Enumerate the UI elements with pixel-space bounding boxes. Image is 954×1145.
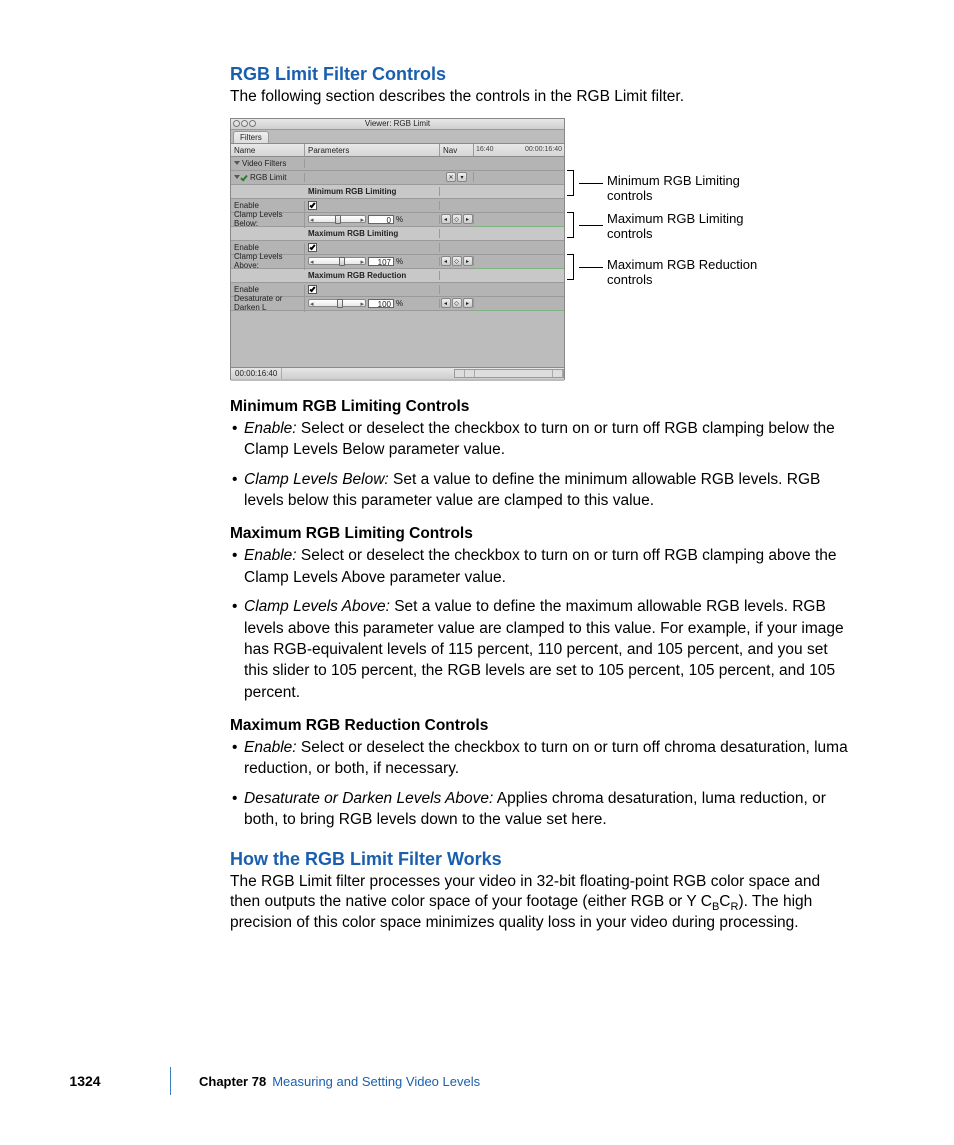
unit-percent: % xyxy=(396,257,403,266)
menu-button[interactable]: ▾ xyxy=(457,172,467,182)
label-video-filters: Video Filters xyxy=(242,159,286,168)
enable-checkbox[interactable] xyxy=(308,285,317,294)
callout-max-reduction-line2: controls xyxy=(607,272,653,287)
bullet-dot: • xyxy=(230,545,244,588)
label-enable: Enable xyxy=(231,201,305,210)
clamp-above-slider[interactable]: ◂▸ xyxy=(308,257,366,265)
disclosure-icon[interactable] xyxy=(234,175,240,179)
enable-checkbox[interactable] xyxy=(308,201,317,210)
keyframe-prev-button[interactable]: ◂ xyxy=(441,298,451,308)
keyframe-next-button[interactable]: ▸ xyxy=(463,214,473,224)
clamp-above-value[interactable]: 107 xyxy=(368,257,394,266)
section-min-rgb-limiting: Minimum RGB Limiting xyxy=(231,185,564,199)
footer-chapter: Chapter 78 xyxy=(199,1074,266,1089)
label-rgb-limit: RGB Limit xyxy=(250,173,286,182)
enabled-check-icon xyxy=(240,173,248,181)
callout-max-limiting-line1: Maximum RGB Limiting xyxy=(607,211,744,226)
unit-percent: % xyxy=(396,299,403,308)
bullet-text: Clamp Levels Above: Set a value to defin… xyxy=(244,596,849,703)
bullet-text: Enable: Select or deselect the checkbox … xyxy=(244,418,849,461)
row-clamp-below: Clamp Levels Below: ◂▸ 0 % ◂◇▸ xyxy=(231,213,564,227)
label-enable: Enable xyxy=(231,243,305,252)
keyframe-add-button[interactable]: ◇ xyxy=(452,256,462,266)
column-headers: Name Parameters Nav 16:40 00:00:16:40 xyxy=(231,144,564,157)
bullet-text: Enable: Select or deselect the checkbox … xyxy=(244,737,849,780)
callout-max-reduction-line1: Maximum RGB Reduction xyxy=(607,257,757,272)
bullet-text: Enable: Select or deselect the checkbox … xyxy=(244,545,849,588)
clamp-below-slider[interactable]: ◂▸ xyxy=(308,215,366,223)
col-timeline: 16:40 00:00:16:40 xyxy=(474,144,564,156)
how-works-paragraph: The RGB Limit filter processes your vide… xyxy=(230,872,849,935)
row-video-filters: Video Filters xyxy=(231,157,564,171)
reset-button[interactable]: ✕ xyxy=(446,172,456,182)
page-number: 1324 xyxy=(0,1073,170,1089)
keyframe-add-button[interactable]: ◇ xyxy=(452,214,462,224)
keyframe-add-button[interactable]: ◇ xyxy=(452,298,462,308)
subheading-max-reduction: Maximum RGB Reduction Controls xyxy=(230,717,849,735)
col-name: Name xyxy=(231,144,305,156)
subheading-max-limiting: Maximum RGB Limiting Controls xyxy=(230,525,849,543)
desaturate-value[interactable]: 100 xyxy=(368,299,394,308)
window-title: Viewer: RGB Limit xyxy=(365,119,430,128)
bullet-dot: • xyxy=(230,788,244,831)
keyframe-next-button[interactable]: ▸ xyxy=(463,298,473,308)
section-max-rgb-limiting: Maximum RGB Limiting xyxy=(231,227,564,241)
bullet-dot: • xyxy=(230,737,244,780)
section-heading-how-works: How the RGB Limit Filter Works xyxy=(230,849,849,870)
bullet-text: Clamp Levels Below: Set a value to defin… xyxy=(244,469,849,512)
tab-filters[interactable]: Filters xyxy=(233,131,269,143)
subheading-min-limiting: Minimum RGB Limiting Controls xyxy=(230,398,849,416)
disclosure-icon[interactable] xyxy=(234,161,240,165)
label-desaturate: Desaturate or Darken L xyxy=(231,294,305,312)
row-desaturate-darken: Desaturate or Darken L ◂▸ 100 % ◂◇▸ xyxy=(231,297,564,311)
intro-paragraph: The following section describes the cont… xyxy=(230,87,849,108)
section-heading-rgb-limit-controls: RGB Limit Filter Controls xyxy=(230,64,849,85)
label-enable: Enable xyxy=(231,285,305,294)
col-parameters: Parameters xyxy=(305,144,440,156)
panel-footer: 00:00:16:40 xyxy=(231,367,564,379)
keyframe-prev-button[interactable]: ◂ xyxy=(441,214,451,224)
window-titlebar: Viewer: RGB Limit xyxy=(231,119,564,130)
callout-min-limiting-line1: Minimum RGB Limiting xyxy=(607,173,740,188)
viewer-panel: Viewer: RGB Limit Filters Name Parameter… xyxy=(230,118,565,380)
bullet-dot: • xyxy=(230,418,244,461)
unit-percent: % xyxy=(396,215,403,224)
section-label: Maximum RGB Limiting xyxy=(305,229,440,238)
col-nav: Nav xyxy=(440,144,474,156)
page-footer: 1324 Chapter 78 Measuring and Setting Vi… xyxy=(0,1067,954,1095)
callout-max-limiting-line2: controls xyxy=(607,226,653,241)
keyframe-prev-button[interactable]: ◂ xyxy=(441,256,451,266)
footer-scrollbar[interactable] xyxy=(454,369,564,378)
footer-timecode: 00:00:16:40 xyxy=(231,368,282,379)
clamp-below-value[interactable]: 0 xyxy=(368,215,394,224)
section-max-rgb-reduction: Maximum RGB Reduction xyxy=(231,269,564,283)
timeline-tick-right: 00:00:16:40 xyxy=(525,146,562,153)
row-clamp-above: Clamp Levels Above: ◂▸ 107 % ◂◇▸ xyxy=(231,255,564,269)
row-rgb-limit: RGB Limit ✕▾ xyxy=(231,171,564,185)
bullet-dot: • xyxy=(230,596,244,703)
callout-min-limiting-line2: controls xyxy=(607,188,653,203)
enable-checkbox[interactable] xyxy=(308,243,317,252)
bullet-dot: • xyxy=(230,469,244,512)
tab-row: Filters xyxy=(231,130,564,144)
traffic-lights[interactable] xyxy=(233,120,256,127)
footer-chapter-title: Measuring and Setting Video Levels xyxy=(272,1074,480,1089)
desaturate-slider[interactable]: ◂▸ xyxy=(308,299,366,307)
label-clamp-above: Clamp Levels Above: xyxy=(231,252,305,270)
timeline-tick-left: 16:40 xyxy=(476,146,494,153)
label-clamp-below: Clamp Levels Below: xyxy=(231,210,305,228)
footer-separator xyxy=(170,1067,171,1095)
bullet-text: Desaturate or Darken Levels Above: Appli… xyxy=(244,788,849,831)
keyframe-next-button[interactable]: ▸ xyxy=(463,256,473,266)
section-label: Minimum RGB Limiting xyxy=(305,187,440,196)
section-label: Maximum RGB Reduction xyxy=(305,271,440,280)
